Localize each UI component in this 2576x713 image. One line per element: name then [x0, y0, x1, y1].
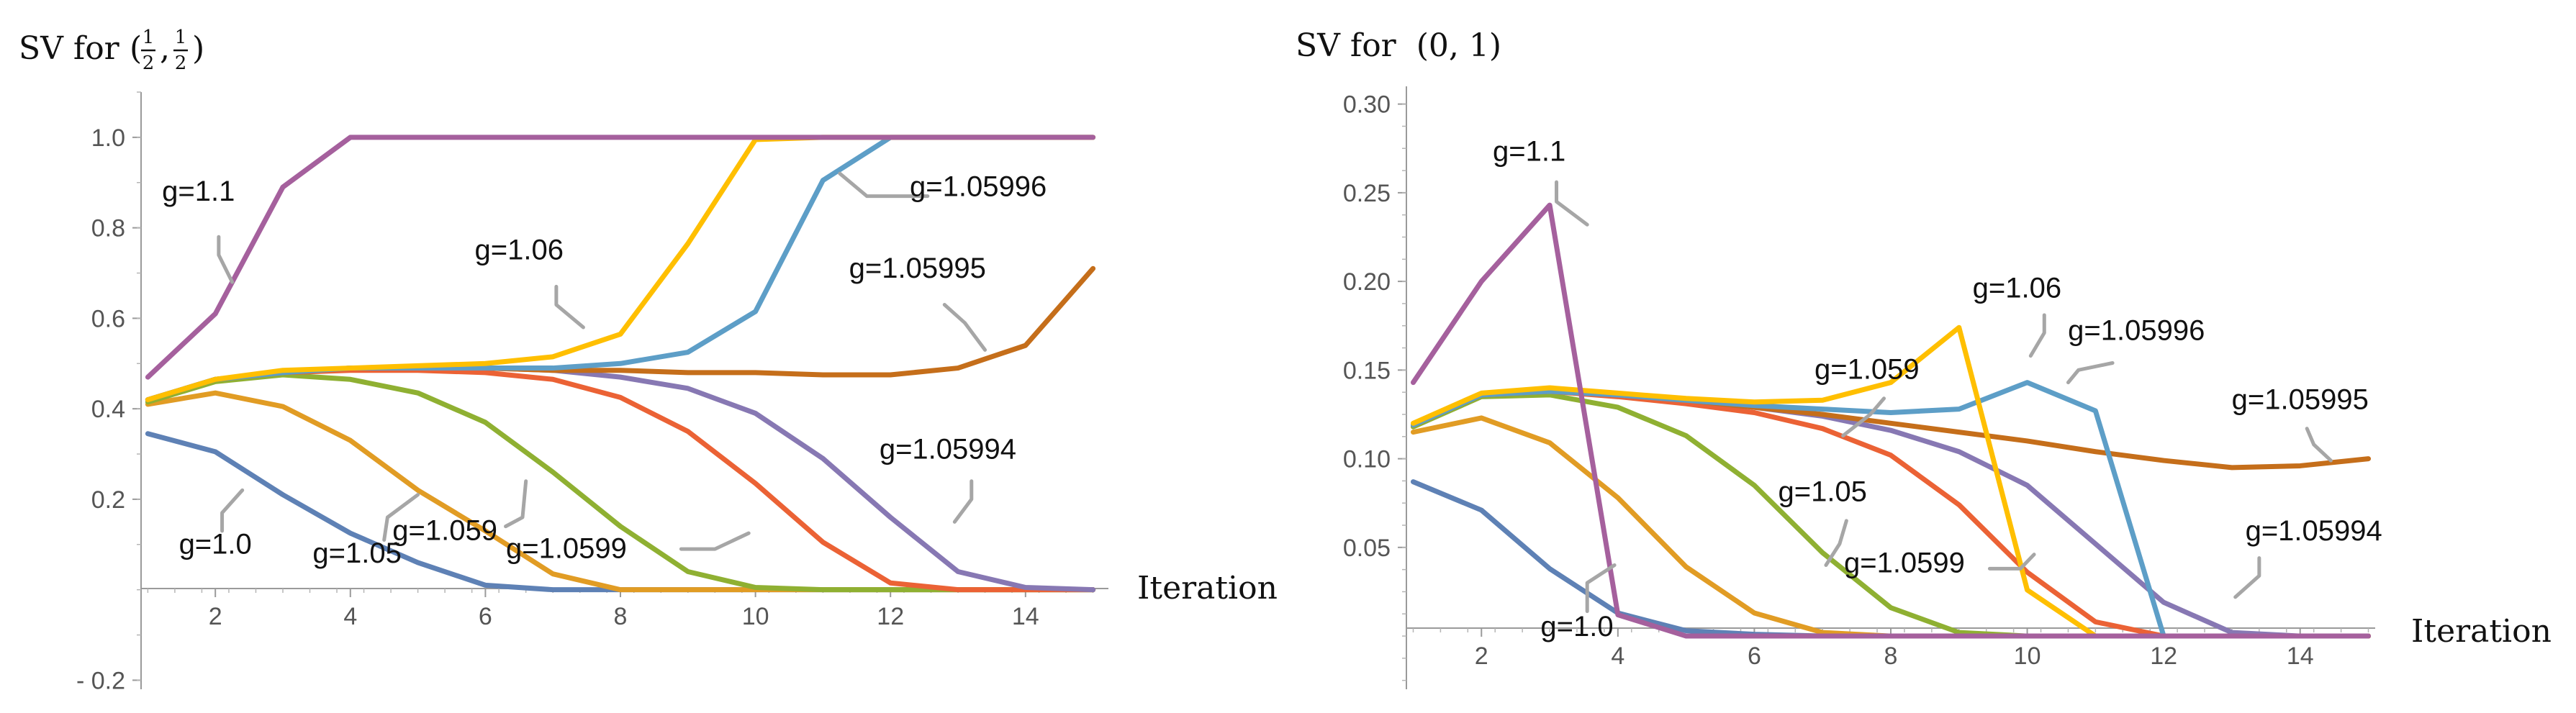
y-tick-label: 1.0 [91, 124, 125, 152]
series-label: g=1.1 [162, 176, 235, 207]
chart-right-title: SV for (0, 1) [1296, 27, 1501, 64]
series-line-g-1-05994 [1410, 389, 2372, 639]
x-tick-label: 4 [343, 603, 357, 630]
x-tick-label: 6 [1748, 642, 1761, 670]
series-label: g=1.059 [1815, 354, 1920, 386]
y-tick-label: 0.8 [91, 215, 125, 242]
series-label: g=1.0 [1540, 611, 1613, 642]
series-label: g=1.05995 [849, 253, 986, 284]
leader-line [217, 235, 235, 284]
x-tick-label: 12 [2150, 642, 2177, 670]
leader-line [952, 479, 974, 524]
leader-line [220, 488, 245, 533]
leader-line [554, 284, 585, 330]
chart-left-labels: g=1.0 g=1.05g=1.059 g=1.0599 g=1.05994 g=1.0… [162, 171, 1047, 569]
chart-right: SV for (0, 1) 2 4 6 8 10 12 14 0.05 0.10 0.15 0.20… [1296, 27, 2552, 689]
series-label: g=1.0599 [1844, 547, 1965, 578]
x-tick-label: 2 [209, 603, 222, 630]
series-label: g=1.059 [392, 515, 497, 547]
leader-line [2066, 360, 2115, 385]
y-tick-label: 0.2 [91, 486, 125, 514]
x-tick-label: 6 [479, 603, 492, 630]
leader-line [504, 479, 528, 529]
leader-line [1841, 396, 1886, 438]
x-tick-label: 4 [1611, 642, 1624, 670]
y-tick-label: 0.25 [1343, 180, 1391, 207]
chart-left-title: SV for [19, 30, 120, 67]
series-line-g-1-05 [1410, 415, 2372, 639]
chart-right-series [1410, 202, 2372, 639]
y-tick-label: 0.30 [1343, 91, 1391, 119]
x-tick-label: 2 [1475, 642, 1488, 670]
series-label: g=1.0 [179, 528, 252, 560]
series-label: g=1.0599 [506, 533, 627, 565]
y-tick-label: 0.10 [1343, 446, 1391, 473]
chart-right-labels: g=1.0 g=1.05 g=1.059 g=1.0599 g=1.05994 g=1.0… [1493, 136, 2382, 643]
series-label: g=1.05996 [2068, 314, 2205, 346]
x-tick-label: 8 [1884, 642, 1898, 670]
svg-text:1: 1 [175, 27, 187, 48]
leader-line [1987, 553, 2036, 571]
leader-line [2233, 556, 2261, 599]
leader-line [2028, 313, 2046, 358]
chart-left: SV for ( 1 2 , 1 2 ) 2 4 6 8 10 12 14- 0.20.20… [19, 27, 1278, 694]
leader-line [1555, 180, 1589, 227]
x-tick-label: 8 [614, 603, 628, 630]
svg-text:): ) [192, 30, 204, 67]
series-label: g=1.06 [475, 235, 564, 266]
leader-line [382, 493, 420, 542]
series-label: g=1.05994 [880, 433, 1016, 465]
series-label: g=1.05996 [910, 171, 1047, 203]
series-line-g-1-05996 [1410, 380, 2372, 639]
svg-text:2: 2 [143, 53, 155, 74]
x-tick-label: 10 [2014, 642, 2041, 670]
series-label: g=1.1 [1493, 136, 1565, 168]
series-line-g-1-1 [145, 135, 1096, 380]
svg-text:,: , [160, 30, 170, 67]
svg-text:1: 1 [143, 27, 155, 48]
leader-line [1585, 563, 1617, 614]
leader-line [838, 171, 930, 199]
chart-right-ticks: 2 4 6 8 10 12 14 0.05 0.10 0.15 0.20 0.25 0.30 [1343, 91, 2369, 681]
chart-right-xlabel: Iteration [2411, 613, 2552, 650]
y-tick-label: 0.20 [1343, 268, 1391, 296]
svg-text:2: 2 [175, 53, 187, 74]
leader-line [2305, 427, 2333, 463]
chart-right-leaders [1555, 180, 2333, 614]
x-tick-label: 14 [2287, 642, 2314, 670]
series-label: g=1.06 [1973, 272, 2061, 304]
chart-left-leaders [217, 171, 988, 551]
y-tick-label: 0.05 [1343, 535, 1391, 562]
x-tick-label: 14 [1012, 603, 1039, 630]
x-tick-label: 10 [742, 603, 769, 630]
y-tick-label: 0.4 [91, 396, 125, 423]
y-tick-label: 0.15 [1343, 357, 1391, 384]
chart-left-xlabel: Iteration [1137, 570, 1278, 607]
series-label: g=1.05994 [2246, 515, 2382, 547]
series-label: g=1.05 [1778, 476, 1866, 508]
leader-line [679, 531, 751, 551]
series-label: g=1.05995 [2232, 384, 2369, 416]
svg-text:(: ( [130, 30, 142, 67]
series-line-g-1-1 [1410, 202, 2372, 639]
chart-left-series [145, 135, 1096, 593]
leader-line [1824, 519, 1848, 567]
y-tick-label: 0.6 [91, 305, 125, 332]
y-tick-label: - 0.2 [76, 667, 125, 694]
x-tick-label: 12 [877, 603, 904, 630]
chart-left-title-math: ( 1 2 , 1 2 ) [130, 27, 204, 74]
leader-line [942, 303, 988, 352]
series-label: g=1.05 [312, 537, 401, 569]
